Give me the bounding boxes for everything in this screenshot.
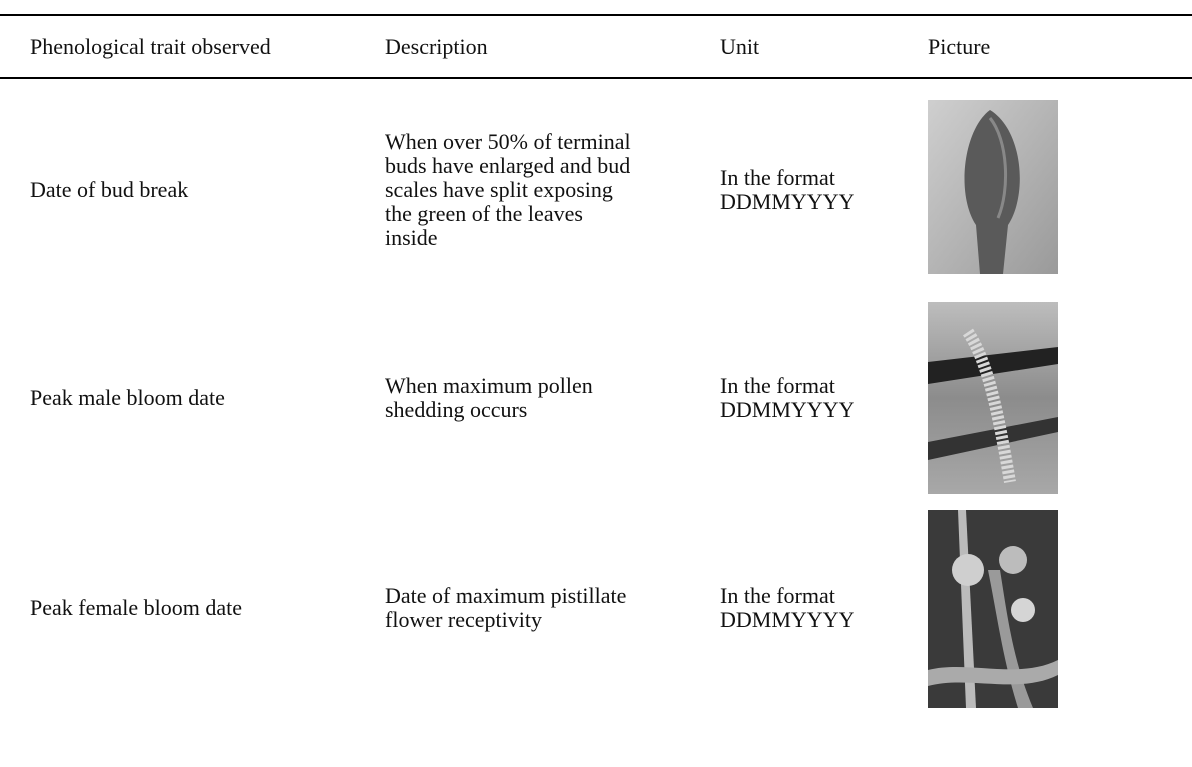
trait: Peak female bloom date bbox=[30, 595, 242, 620]
catkin-photo bbox=[928, 302, 1058, 494]
trait: Date of bud break bbox=[30, 177, 189, 202]
description: When maximum pollen shedding occurs bbox=[385, 373, 593, 422]
trait: Peak male bloom date bbox=[30, 385, 225, 410]
top-rule bbox=[0, 14, 1192, 16]
header-cell: Phenological trait observed bbox=[30, 34, 271, 59]
bud-photo bbox=[928, 100, 1058, 274]
header-rule bbox=[0, 77, 1192, 79]
unit: In the format DDMMYYYY bbox=[720, 373, 855, 422]
unit: In the format DDMMYYYY bbox=[720, 583, 855, 632]
header-cell: Description bbox=[385, 34, 488, 59]
header-cell: Unit bbox=[720, 34, 760, 59]
description: Date of maximum pistillate flower recept… bbox=[385, 583, 627, 632]
flower-photo bbox=[928, 510, 1058, 708]
description: When over 50% of terminal buds have enla… bbox=[385, 129, 631, 250]
unit: In the format DDMMYYYY bbox=[720, 165, 855, 214]
header-cell: Picture bbox=[928, 34, 991, 59]
